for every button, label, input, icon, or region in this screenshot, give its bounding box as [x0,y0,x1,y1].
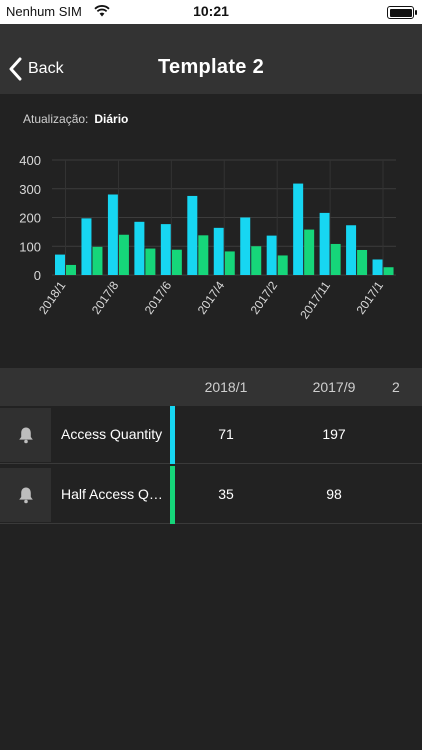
bar-series-1 [293,183,304,275]
bar-series-2 [304,229,315,275]
table-header: 2018/1 2017/9 2 [0,368,422,406]
bar-series-1 [160,224,171,275]
cell-value: 197 [322,426,346,442]
bar-series-1 [213,227,224,275]
update-frequency: Atualização: Diário [23,112,128,126]
bar-chart: 0 100 200 300 400 2018/1 2017/8 2017/6 2017/4 201… [19,153,396,322]
column-header: 2 [392,379,400,395]
x-tick-label: 2017/2 [248,278,281,316]
table-row[interactable]: Access Quantity 71 197 [0,406,422,464]
y-tick-label: 400 [19,153,41,168]
bar-series-1 [240,217,251,275]
bar-series-1 [346,225,357,275]
bar-series-2 [171,249,182,275]
status-time: 10:21 [193,3,229,19]
bell-icon[interactable] [0,408,51,462]
bar-series-2 [383,267,394,275]
wifi-icon [94,5,110,20]
row-label: Half Access Quantity [61,486,169,502]
bar-series-1 [266,235,277,275]
bar-series-2 [92,246,103,275]
x-tick-label: 2017/1 [353,278,386,316]
cell-value: 71 [218,426,234,442]
bar-series-2 [145,248,156,275]
update-value[interactable]: Diário [94,112,129,126]
bar-series-1 [81,218,92,275]
bar-series-2 [118,234,129,275]
y-tick-label: 200 [19,211,41,226]
bar-series-2 [357,249,368,275]
x-tick-label: 2017/8 [89,278,122,316]
cell-value: 35 [218,486,234,502]
y-tick-label: 0 [34,268,41,283]
bell-icon[interactable] [0,468,51,522]
bar-series-2 [251,246,262,275]
x-tick-label: 2017/11 [297,278,333,321]
series-color-bar [170,466,175,524]
navigation-bar [0,24,422,94]
bar-series-2 [224,251,235,275]
bar-series-1 [107,194,118,275]
bar-series-1 [319,212,330,275]
cell-value: 98 [326,486,342,502]
bar-series-1 [55,254,65,275]
update-label: Atualização: [23,112,89,126]
column-header: 2018/1 [204,379,248,395]
bar-series-2 [277,255,288,275]
page-title: Template 2 [158,56,264,78]
status-bar: Nenhum SIM 10:21 [0,0,422,24]
series-color-bar [170,406,175,464]
back-button[interactable]: Back [8,54,64,84]
bar-series-1 [372,259,383,275]
y-tick-label: 300 [19,182,41,197]
x-tick-label: 2017/6 [142,278,175,316]
bar-series-1 [187,195,198,275]
row-label: Access Quantity [61,426,163,442]
bar-series-2 [66,264,76,275]
table-row[interactable]: Half Access Quantity 35 98 [0,466,422,524]
x-tick-label: 2018/1 [36,278,69,316]
bar-series-1 [134,221,145,275]
battery-icon [387,6,417,19]
y-tick-label: 100 [19,239,41,254]
carrier-label: Nenhum SIM [6,4,82,19]
x-tick-label: 2017/4 [195,278,228,316]
column-header: 2017/9 [312,379,356,395]
bar-series-2 [330,243,341,275]
bar-series-2 [198,235,209,275]
chevron-left-icon [9,57,22,81]
back-label: Back [28,60,64,77]
